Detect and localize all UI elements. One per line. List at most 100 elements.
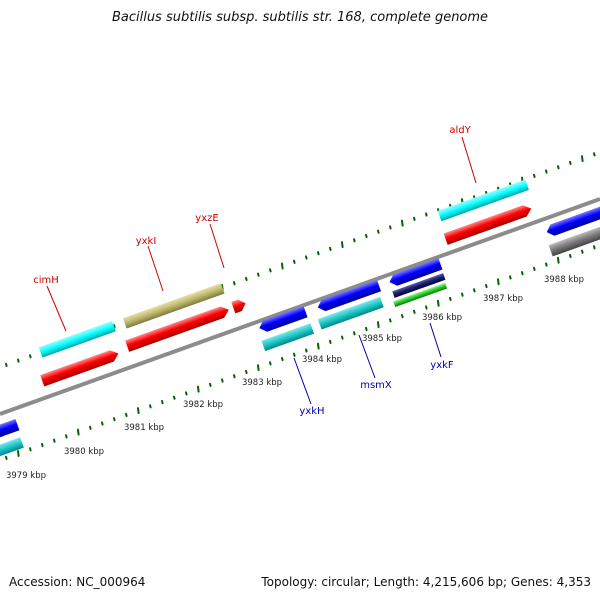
genome-backbone [0, 197, 600, 416]
topology-text: Topology: circular; Length: 4,215,606 bp… [261, 575, 591, 589]
kbp-label: 3980 kbp [64, 447, 104, 457]
minor-tick [245, 369, 248, 375]
gene-label[interactable]: yxkF [430, 360, 454, 371]
minor-tick [473, 288, 476, 293]
minor-tick [533, 173, 536, 178]
minor-tick [329, 339, 332, 344]
gene-label[interactable]: msmX [360, 380, 392, 391]
minor-tick [113, 324, 116, 329]
reverse-features [0, 205, 600, 459]
minor-tick [29, 447, 32, 452]
minor-tick [569, 160, 572, 166]
cds-feature[interactable] [125, 304, 231, 352]
minor-tick [581, 249, 584, 254]
minor-tick [557, 165, 560, 170]
gene-label[interactable]: yxkI [136, 236, 157, 247]
minor-tick [461, 292, 464, 297]
cds-feature[interactable] [40, 348, 120, 387]
minor-tick [245, 276, 248, 282]
kbp-label: 3979 kbp [6, 471, 46, 481]
cds-feature[interactable] [545, 205, 600, 238]
minor-tick [389, 225, 392, 230]
kbp-label: 3987 kbp [483, 294, 523, 304]
minor-tick [293, 352, 296, 357]
cds-feature[interactable] [443, 203, 534, 245]
misc-feature[interactable] [122, 283, 225, 329]
minor-tick [365, 233, 368, 239]
misc-feature[interactable] [548, 224, 600, 257]
minor-tick [185, 391, 188, 396]
cds-feature[interactable] [0, 418, 20, 440]
minor-tick [65, 434, 68, 439]
gene-label[interactable]: cimH [33, 275, 59, 286]
major-tick [377, 321, 380, 329]
minor-tick [221, 378, 224, 383]
gene-feature[interactable] [437, 179, 529, 222]
minor-tick [353, 238, 356, 243]
major-tick [197, 385, 200, 393]
gene-feature[interactable] [38, 320, 116, 358]
minor-tick [17, 358, 20, 363]
cds-feature[interactable] [388, 258, 443, 288]
kbp-labels: 3979 kbp 3980 kbp 3981 kbp 3982 kbp 3983… [6, 275, 584, 481]
major-tick [281, 262, 284, 270]
label-leaders [46, 136, 477, 405]
minor-tick [29, 354, 32, 359]
major-tick [137, 407, 140, 415]
kbp-label: 3986 kbp [422, 313, 462, 323]
minor-tick [365, 326, 368, 332]
cds-feature[interactable] [231, 298, 247, 314]
minor-tick [161, 399, 164, 405]
kbp-label: 3982 kbp [183, 400, 223, 410]
major-tick [437, 299, 440, 307]
minor-tick [269, 361, 272, 366]
minor-tick [5, 455, 8, 460]
minor-tick [233, 374, 236, 379]
minor-tick [401, 313, 404, 319]
minor-tick [509, 275, 512, 280]
major-tick [77, 428, 80, 436]
kbp-label: 3985 kbp [362, 334, 402, 344]
gene-feature[interactable] [0, 437, 24, 459]
minor-tick [89, 425, 92, 430]
gene-label[interactable]: yxkH [299, 406, 324, 417]
gene-feature[interactable] [317, 296, 384, 330]
minor-tick [233, 281, 236, 286]
kbp-label: 3988 kbp [544, 275, 584, 285]
minor-tick [413, 216, 416, 221]
minor-tick [341, 335, 344, 340]
minor-tick [125, 412, 128, 417]
minor-tick [533, 266, 536, 271]
major-tick [341, 241, 344, 249]
gene-label[interactable]: aldY [449, 125, 471, 136]
minor-tick [281, 356, 284, 362]
minor-tick [269, 268, 272, 273]
cds-feature[interactable] [316, 279, 382, 313]
major-tick [581, 155, 584, 163]
minor-tick [305, 255, 308, 260]
major-tick [317, 342, 320, 350]
minor-tick [413, 309, 416, 314]
kbp-label: 3984 kbp [302, 355, 342, 365]
major-tick [497, 278, 500, 286]
minor-tick [485, 283, 488, 289]
major-tick [17, 450, 20, 458]
gene-feature[interactable] [261, 323, 315, 352]
gene-label[interactable]: yxzE [195, 213, 218, 224]
minor-tick [101, 421, 104, 426]
minor-tick [425, 305, 428, 310]
cds-feature[interactable] [392, 273, 446, 298]
map-title: Bacillus subtilis subsp. subtilis str. 1… [111, 10, 489, 25]
major-tick [257, 364, 260, 372]
minor-tick [209, 382, 212, 387]
cds-feature[interactable] [257, 305, 308, 334]
minor-tick [257, 272, 260, 277]
accession-text: Accession: NC_000964 [9, 575, 146, 589]
minor-tick [389, 318, 392, 323]
rna-feature[interactable] [393, 282, 448, 307]
gene-labels: cimH yxkI yxzE aldY yxkH msmX yxkF [33, 125, 471, 417]
major-tick [557, 256, 560, 264]
minor-tick [329, 246, 332, 251]
minor-tick [377, 229, 380, 234]
